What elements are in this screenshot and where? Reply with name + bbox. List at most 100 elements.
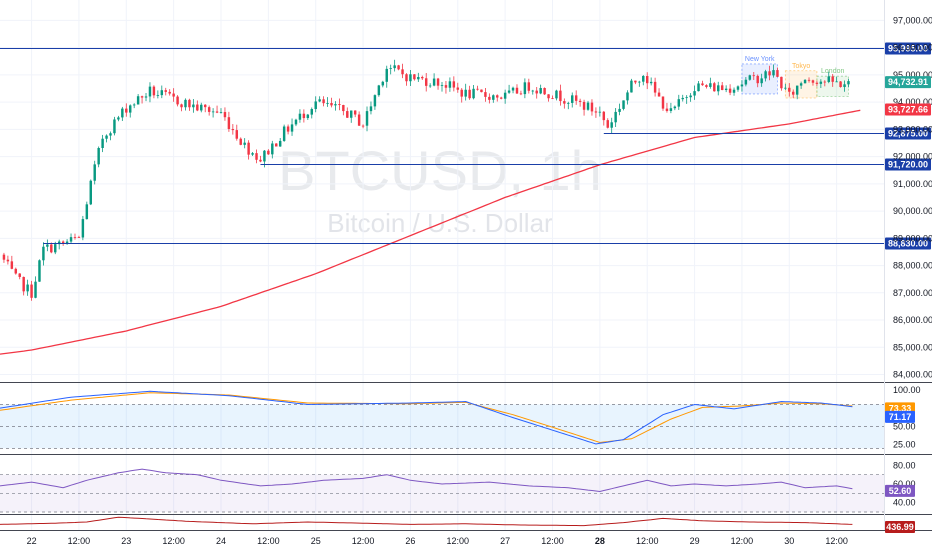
candlestick-series [2,59,850,301]
candle [634,80,637,85]
candle-body [26,284,29,292]
candle [535,86,538,99]
price-tag-label: 93,727.66 [888,105,928,115]
price-axis[interactable]: 97,000.00 96,000.00 95,000.00 94,000.00 93,0… [893,15,932,379]
candle [689,93,692,102]
candle [207,105,211,116]
candle-body [428,85,432,87]
candle [140,95,144,104]
candle [653,77,657,97]
candle [101,134,104,153]
candle-body [531,90,534,92]
candle-body [527,82,531,91]
candle [330,97,333,108]
pane-tick-label: 50.00 [893,421,916,431]
candle [713,81,716,92]
candle [460,88,463,103]
candle-body [677,99,681,107]
session-box [741,63,778,95]
candle-body [452,81,456,88]
candle-body [634,80,637,83]
candle [306,113,310,120]
time-tick-label: 29 [690,536,700,546]
candle-body [795,85,799,95]
candle-body [480,89,483,93]
candle [432,73,436,87]
candle-body [85,204,89,220]
candle-body [843,84,846,88]
candle-body [271,143,274,155]
candle-body [657,92,661,97]
candle-body [488,96,491,100]
candle [764,69,767,82]
candle [614,108,617,127]
candle [97,146,100,168]
candle [807,77,811,83]
candle-body [57,241,61,245]
candle [251,152,254,156]
candle [843,80,846,92]
price-tick-label: 90,000.00 [893,206,932,216]
time-axis[interactable]: 22 12:00 23 12:00 24 12:00 25 12:00 26 12:00 27 12:… [27,536,848,546]
candle-body [377,85,381,96]
candle-body [492,95,495,100]
candle [776,67,779,78]
candle [282,124,286,142]
candle [515,84,519,95]
candle [661,96,665,111]
candle-body [653,81,657,93]
candle-body [484,92,487,97]
candle-body [792,91,795,95]
candle [436,77,440,90]
candle-body [160,90,164,96]
rsi-pane[interactable]: 80.00 60.00 40.00 52.60 [0,460,916,513]
candle-body [673,106,677,109]
candle [792,89,795,99]
pane-tick-label: 60.00 [893,479,916,489]
candle [231,124,235,135]
candle-body [50,244,53,253]
candle [780,76,783,91]
candle [559,84,562,106]
candle-body [507,90,511,93]
candle-body [338,104,341,106]
candle [350,110,353,123]
candle-body [432,78,436,86]
candle-body [10,261,14,269]
candle [827,71,830,84]
price-tick-label: 84,000.00 [893,370,932,380]
candle-body [373,95,377,107]
candle [488,93,491,104]
candle-body [156,95,160,96]
candle-body [239,138,242,145]
candle-body [614,111,617,123]
candle [468,85,471,100]
candle [136,94,140,105]
candle [784,83,787,91]
stoch-value-label: 73.33 [889,403,912,413]
candle-body [357,114,361,126]
candle-body [247,142,250,155]
candle-body [574,95,578,101]
candle-body [188,99,191,108]
candle-body [693,91,696,96]
candle [93,160,96,185]
candle [701,80,704,86]
candle-body [476,88,479,90]
candle [322,96,325,107]
candle [46,239,49,252]
horizontal-levels[interactable]: 95,995.00 92,875.00 91,720.00 88,830.00 [0,42,931,250]
candle-body [231,129,235,131]
candle-body [342,105,345,112]
candle-body [223,112,227,118]
candle-body [93,164,96,181]
candle-body [251,153,254,155]
candle [200,102,203,113]
candle [724,85,728,93]
candle [503,89,507,104]
candle [645,72,649,90]
candle-body [586,102,590,110]
volume-pane[interactable]: 436.99 [0,516,915,533]
